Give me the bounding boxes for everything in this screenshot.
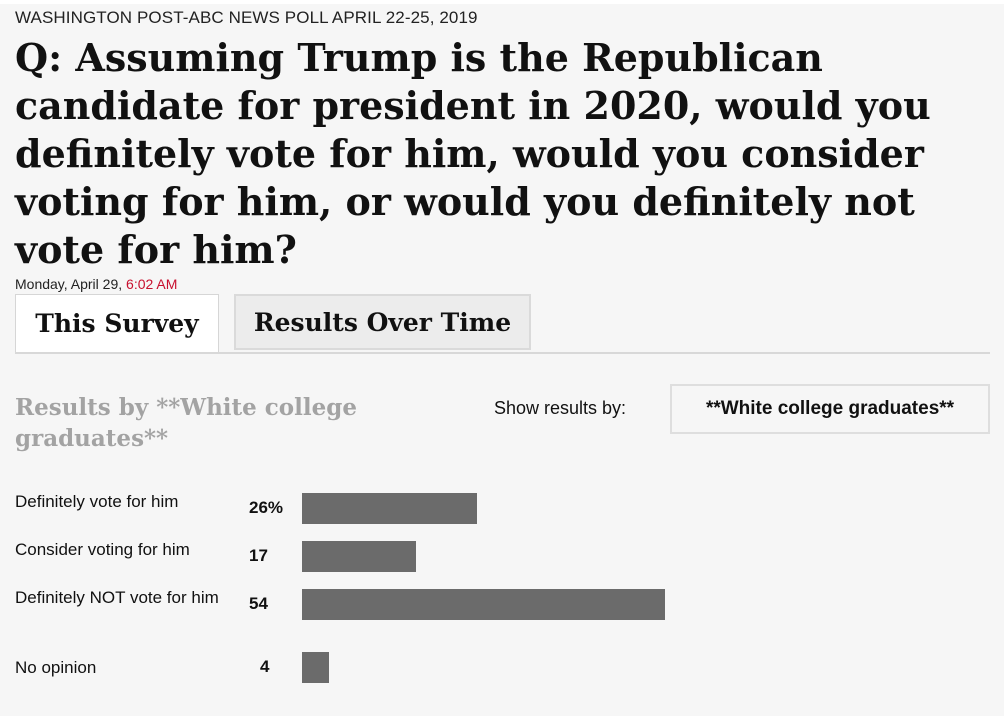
tab-results-over-time[interactable]: Results Over Time xyxy=(234,294,531,350)
poll-widget: WASHINGTON POST-ABC NEWS POLL APRIL 22-2… xyxy=(0,4,1004,716)
poll-source: WASHINGTON POST-ABC NEWS POLL APRIL 22-2… xyxy=(15,8,478,27)
group-select[interactable]: **White college graduates** xyxy=(670,384,990,434)
question-title: Q: Assuming Trump is the Republican cand… xyxy=(15,35,931,272)
timestamp-time: 6:02 AM xyxy=(126,276,178,292)
timestamp: Monday, April 29, 6:02 AM xyxy=(15,276,177,292)
tab-bar: This Survey Results Over Time xyxy=(15,294,990,354)
results-heading: Results by **White college graduates** xyxy=(15,394,357,452)
timestamp-date: Monday, April 29, xyxy=(15,276,127,292)
show-results-label: Show results by: xyxy=(494,398,627,418)
tab-this-survey[interactable]: This Survey xyxy=(15,294,219,352)
